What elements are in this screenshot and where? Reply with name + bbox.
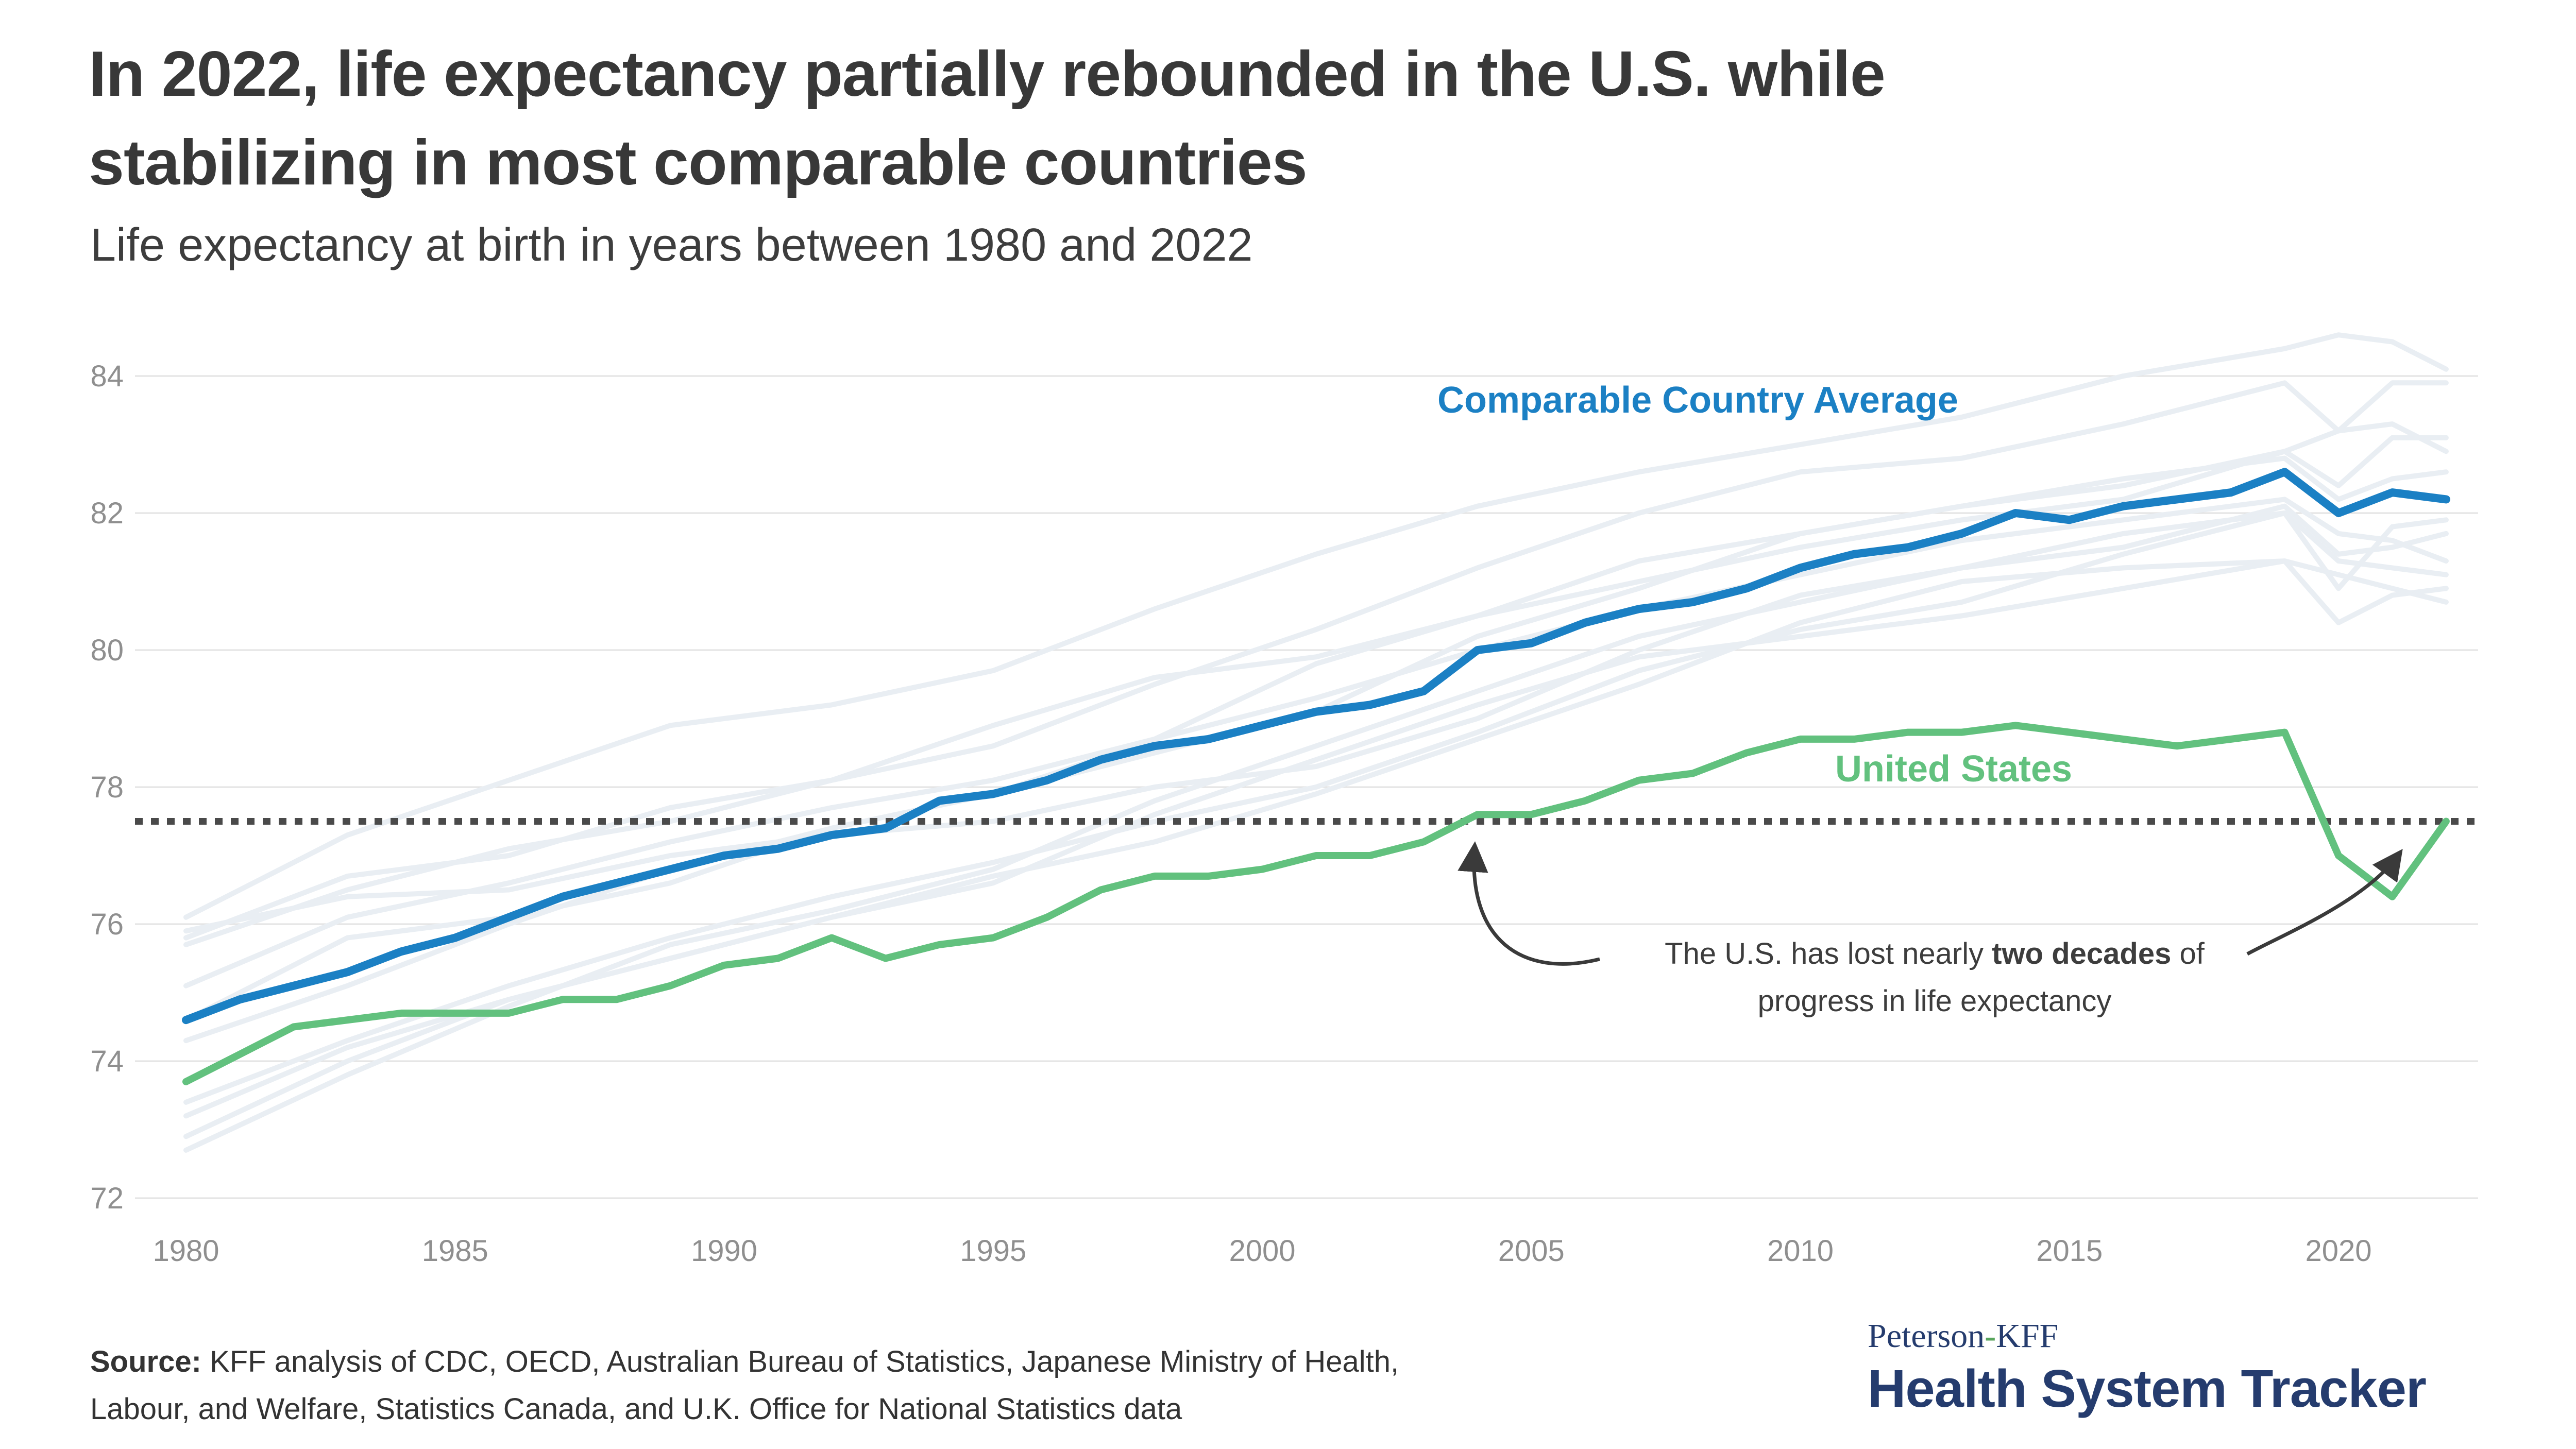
logo-peterson-kff: Peterson-KFF [1868,1315,2537,1358]
arrow-to-2004-icon [1458,841,1600,966]
x-axis-tick-label: 2010 [1767,1234,1834,1268]
y-axis-tick-label: 72 [90,1182,124,1215]
x-axis-tick-label: 2015 [2036,1234,2103,1268]
y-axis-tick-label: 84 [90,360,124,393]
country-line [183,421,2449,1023]
x-axis-tick-label: 2005 [1498,1234,1565,1268]
source-note: Source: KFF analysis of CDC, OECD, Austr… [90,1338,1739,1433]
comparable-average-line [182,468,2450,1025]
logo-health-system-tracker: Health System Tracker [1868,1359,2427,1418]
source-line-2: Labour, and Welfare, Statistics Canada, … [90,1392,1182,1426]
country-line [183,510,2449,1153]
source-text-1: KFF analysis of CDC, OECD, Australian Bu… [201,1345,1399,1378]
annotation-line-1: The U.S. has lost nearly two decades of [1571,930,2298,978]
peterson-kff-logo: Peterson-KFF Health System Tracker [1868,1315,2537,1420]
x-axis-tick-label: 1995 [960,1234,1026,1268]
country-line [183,332,2449,920]
x-axis-tick-label: 2000 [1229,1234,1295,1268]
country-line [183,380,2449,947]
title-line-2: stabilizing in most comparable countries [89,127,1308,198]
us-line [182,722,2450,1085]
legend-comparable-country-average: Comparable Country Average [1437,380,1958,421]
source-line-1: Source: KFF analysis of CDC, OECD, Austr… [90,1338,1739,1386]
logo-peterson: Peterson [1868,1317,1985,1355]
logo-kff: KFF [1996,1317,2059,1355]
y-axis-tick-label: 80 [90,634,124,667]
annotation-arrows [1458,841,2403,966]
y-axis-tick-label: 82 [90,497,124,530]
annotation-text-post: of [2171,937,2205,970]
annotation-text-bold: two decades [1992,937,2172,970]
x-axis-tick-label: 1990 [691,1234,757,1268]
source-label: Source: [90,1345,201,1378]
annotation-line-2: progress in life expectancy [1757,984,2112,1018]
country-line [183,455,2449,1044]
legend-united-states: United States [1835,748,2073,790]
x-axis-tick-label: 1985 [422,1234,488,1268]
annotation-text-pre: The U.S. has lost nearly [1665,937,1992,970]
x-axis-tick-label: 2020 [2305,1234,2371,1268]
logo-hyphen: - [1985,1317,1996,1355]
chart-subtitle: Life expectancy at birth in years betwee… [90,219,1253,271]
x-axis-tick-label: 1980 [152,1234,219,1268]
annotation-text: The U.S. has lost nearly two decades of … [1571,930,2298,1025]
country-line [183,503,2449,934]
y-axis-tick-label: 78 [90,771,124,804]
page-title: In 2022, life expectancy partially rebou… [89,30,2489,207]
country-line [183,558,2449,1119]
title-line-1: In 2022, life expectancy partially rebou… [89,39,1886,110]
y-axis-tick-label: 76 [90,908,124,941]
arrow-to-2022-icon [2246,848,2403,956]
y-axis-tick-label: 74 [90,1045,124,1078]
country-line [183,510,2449,1105]
